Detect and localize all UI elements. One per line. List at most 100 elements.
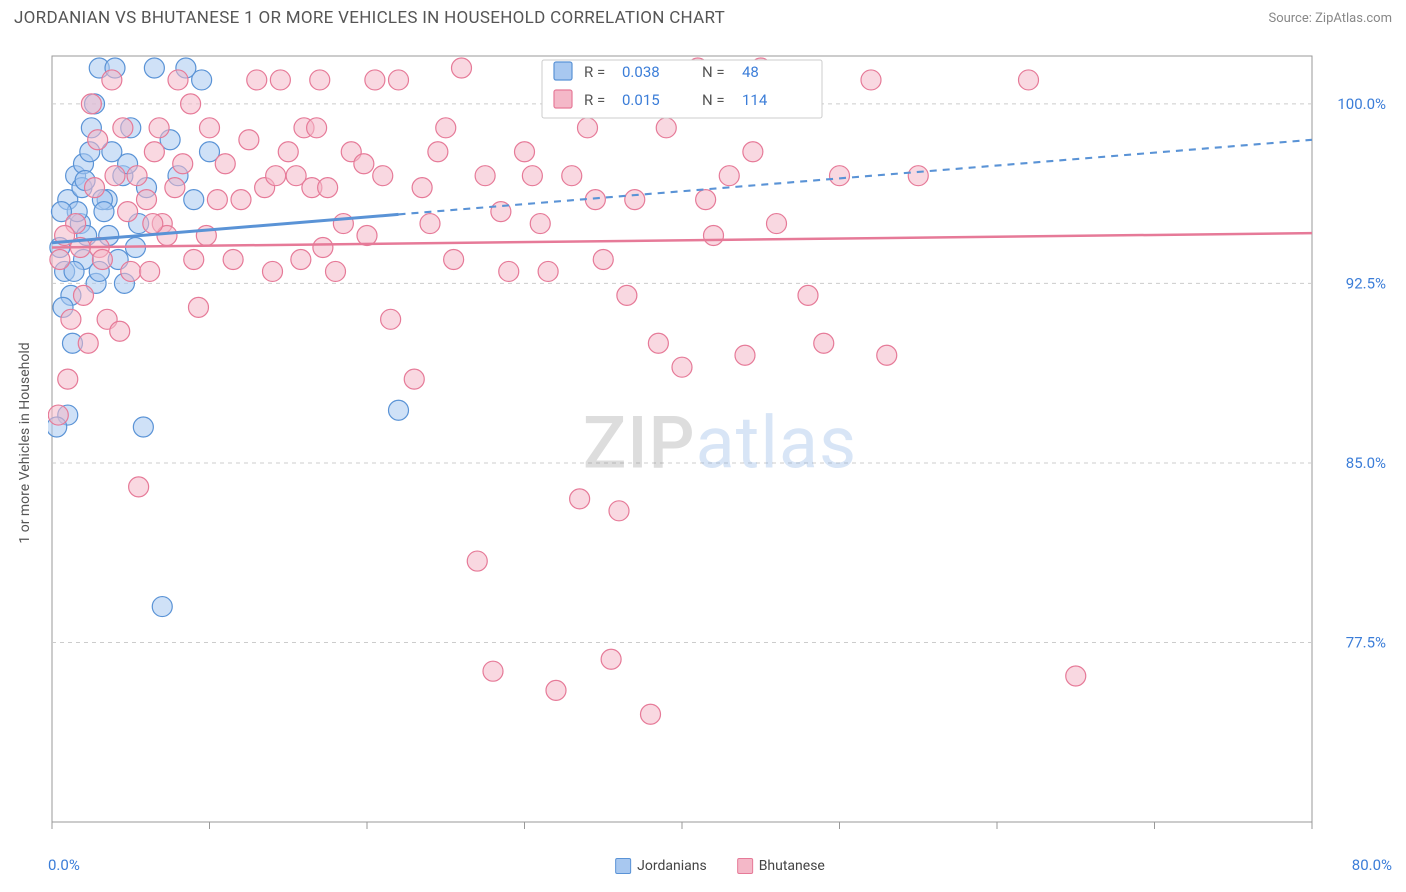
scatter-point: [696, 190, 716, 210]
scatter-point: [165, 178, 185, 198]
scatter-point: [152, 597, 172, 617]
scatter-point: [129, 477, 149, 497]
svg-text:100.0%: 100.0%: [1337, 95, 1386, 113]
scatter-point: [830, 166, 850, 186]
scatter-point: [110, 321, 130, 341]
scatter-point: [735, 345, 755, 365]
svg-text:R =: R =: [584, 91, 605, 109]
scatter-point: [173, 154, 193, 174]
scatter-point: [78, 333, 98, 353]
svg-text:0.015: 0.015: [622, 91, 660, 109]
source-attribution: Source: ZipAtlas.com: [1268, 11, 1392, 26]
scatter-point: [428, 142, 448, 162]
scatter-point: [672, 357, 692, 377]
scatter-point: [149, 118, 169, 138]
scatter-point: [121, 261, 141, 281]
svg-text:N =: N =: [702, 91, 725, 109]
scatter-point: [231, 190, 251, 210]
legend-item: Bhutanese: [737, 858, 825, 874]
scatter-point: [94, 202, 114, 222]
scatter-point: [307, 118, 327, 138]
scatter-point: [704, 226, 724, 246]
scatter-point: [333, 214, 353, 234]
scatter-point: [354, 154, 374, 174]
scatter-point: [578, 118, 598, 138]
scatter-point: [310, 70, 330, 90]
scatter-point: [184, 249, 204, 269]
scatter-point: [798, 285, 818, 305]
scatter-point: [1019, 70, 1039, 90]
scatter-point: [215, 154, 235, 174]
scatter-point: [144, 58, 164, 78]
scatter-point: [50, 249, 70, 269]
scatter-point: [85, 178, 105, 198]
scatter-point: [648, 333, 668, 353]
scatter-point: [105, 166, 125, 186]
svg-text:92.5%: 92.5%: [1346, 274, 1386, 292]
scatter-point: [137, 190, 157, 210]
scatter-point: [144, 142, 164, 162]
scatter-point: [641, 704, 661, 724]
scatter-point: [357, 226, 377, 246]
scatter-point: [61, 309, 81, 329]
legend-item: Jordanians: [615, 858, 707, 874]
scatter-point: [365, 70, 385, 90]
svg-text:114: 114: [742, 91, 768, 109]
scatter-point: [452, 58, 472, 78]
x-axis-min-label: 0.0%: [48, 856, 80, 874]
scatter-point: [570, 489, 590, 509]
scatter-point: [625, 190, 645, 210]
scatter-point: [102, 70, 122, 90]
trend-line: [52, 233, 1312, 247]
scatter-point: [389, 70, 409, 90]
scatter-point: [404, 369, 424, 389]
chart-title: JORDANIAN VS BHUTANESE 1 OR MORE VEHICLE…: [14, 8, 725, 28]
scatter-point: [719, 166, 739, 186]
scatter-point: [200, 118, 220, 138]
scatter-point: [74, 285, 94, 305]
scatter-point: [48, 405, 68, 425]
scatter-point: [538, 261, 558, 281]
scatter-point: [140, 261, 160, 281]
scatter-point: [247, 70, 267, 90]
scatter-point: [743, 142, 763, 162]
legend: Jordanians Bhutanese: [615, 858, 825, 874]
scatter-point: [239, 130, 259, 150]
scatter-point: [467, 551, 487, 571]
svg-text:77.5%: 77.5%: [1346, 633, 1386, 651]
scatter-point: [181, 94, 201, 114]
scatter-point: [389, 400, 409, 420]
scatter-point: [601, 649, 621, 669]
scatter-point: [412, 178, 432, 198]
scatter-point: [617, 285, 637, 305]
scatter-point: [263, 261, 283, 281]
scatter-point: [168, 70, 188, 90]
scatter-point: [585, 190, 605, 210]
y-axis-label: 1 or more Vehicles in Household: [17, 342, 33, 543]
scatter-point: [609, 501, 629, 521]
scatter-point: [291, 249, 311, 269]
scatter-point: [530, 214, 550, 234]
scatter-point: [562, 166, 582, 186]
scatter-point: [326, 261, 346, 281]
scatter-point: [133, 417, 153, 437]
scatter-point: [81, 94, 101, 114]
scatter-point: [593, 249, 613, 269]
svg-text:0.038: 0.038: [622, 63, 660, 81]
scatter-point: [184, 190, 204, 210]
scatter-point: [420, 214, 440, 234]
scatter-point: [656, 118, 676, 138]
scatter-point: [192, 70, 212, 90]
scatter-point: [436, 118, 456, 138]
scatter-point: [223, 249, 243, 269]
scatter-point: [546, 680, 566, 700]
scatter-point: [118, 202, 138, 222]
scatter-point: [270, 70, 290, 90]
scatter-point: [113, 118, 133, 138]
x-axis-max-label: 80.0%: [1352, 856, 1392, 874]
scatter-point: [92, 249, 112, 269]
scatter-point: [88, 130, 108, 150]
scatter-point: [861, 70, 881, 90]
scatter-point: [767, 214, 787, 234]
scatter-chart: 77.5%85.0%92.5%100.0%R =0.038N =48R =0.0…: [48, 52, 1392, 834]
